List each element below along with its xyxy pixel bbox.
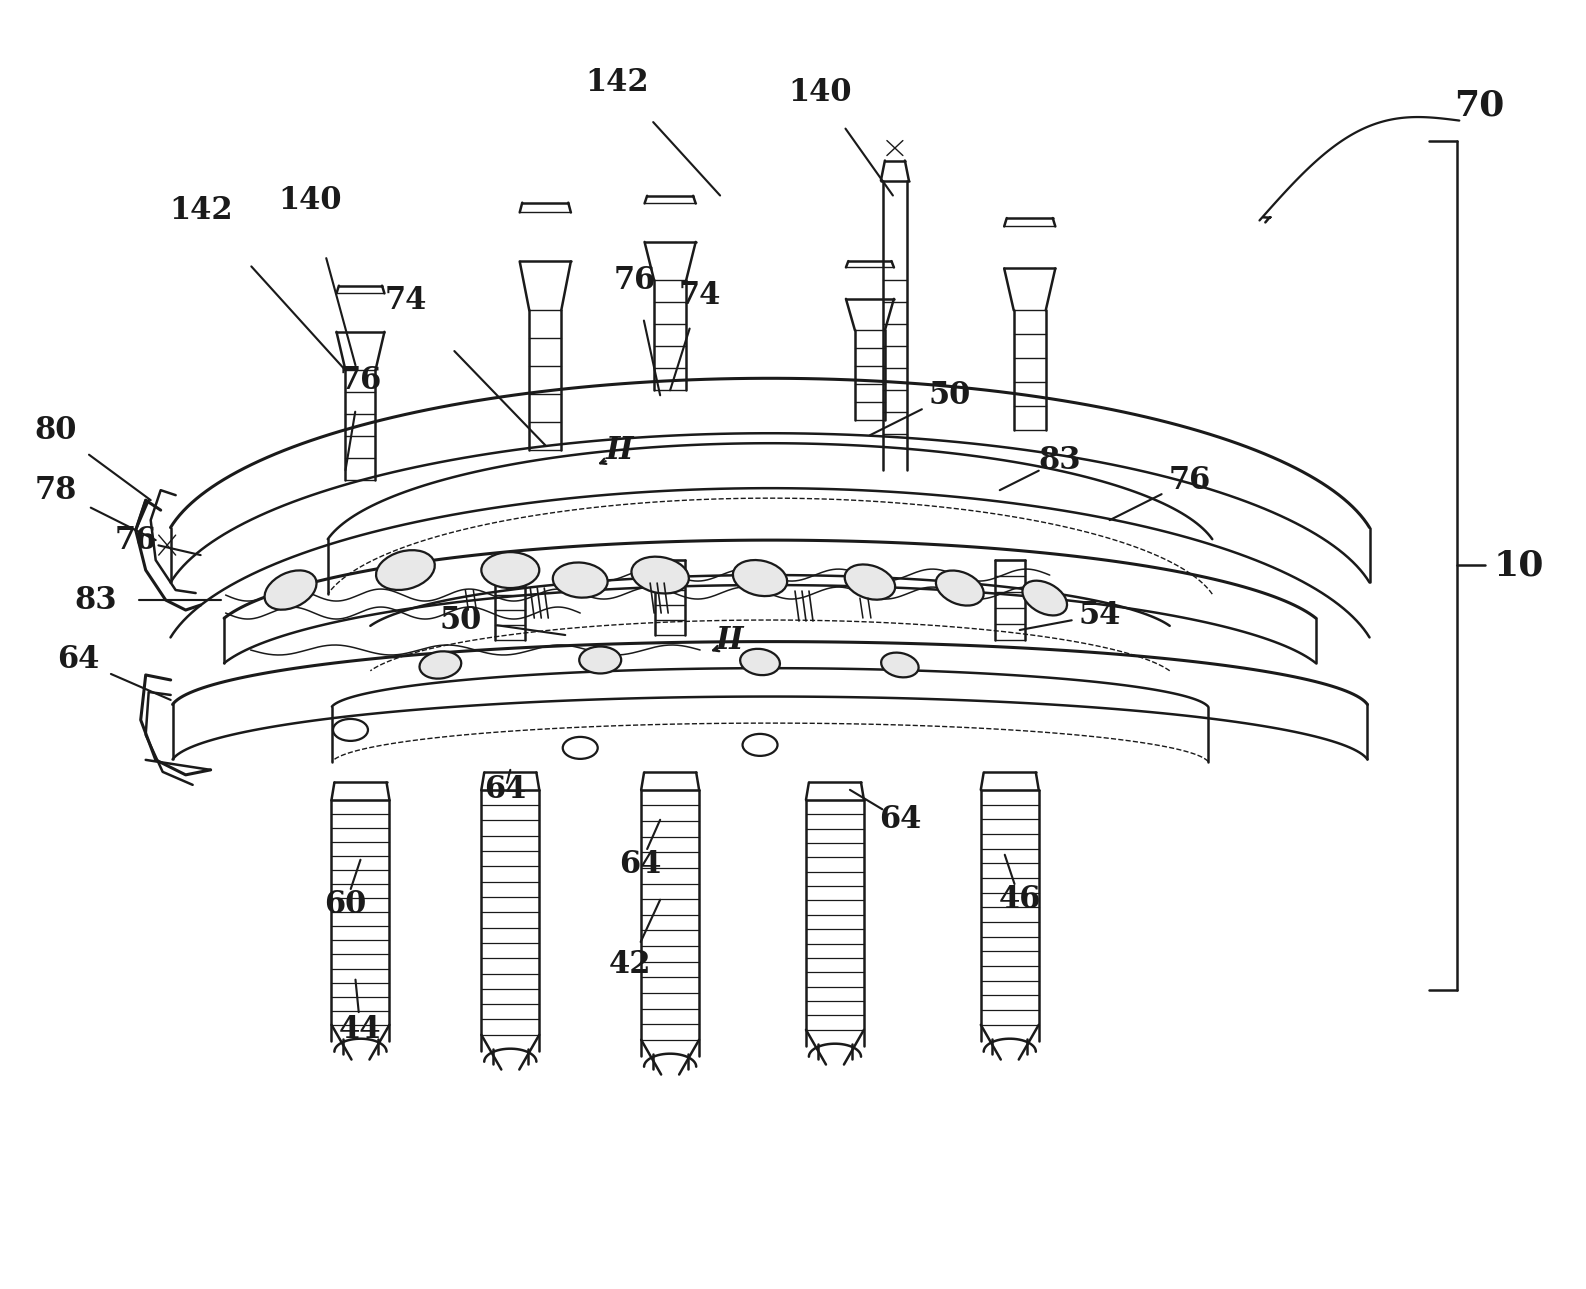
Text: 60: 60 [325, 889, 366, 920]
Text: 64: 64 [57, 644, 100, 675]
Text: 70: 70 [1454, 89, 1505, 122]
Ellipse shape [420, 651, 462, 678]
Ellipse shape [579, 647, 622, 673]
Text: 64: 64 [619, 849, 661, 880]
Ellipse shape [742, 733, 777, 755]
Text: 74: 74 [384, 285, 427, 316]
Text: 76: 76 [1169, 464, 1210, 496]
Ellipse shape [936, 571, 983, 606]
Ellipse shape [1023, 580, 1067, 615]
Text: 64: 64 [484, 775, 527, 806]
Text: 76: 76 [614, 266, 657, 296]
Text: 42: 42 [609, 949, 652, 980]
Text: 50: 50 [439, 605, 482, 635]
Text: 74: 74 [679, 280, 722, 311]
Text: 10: 10 [1494, 548, 1543, 583]
Text: II: II [715, 624, 744, 656]
Text: II: II [606, 434, 634, 465]
Text: 44: 44 [339, 1014, 382, 1045]
Text: 140: 140 [279, 186, 343, 217]
Text: 80: 80 [35, 415, 78, 446]
Text: 78: 78 [35, 474, 78, 505]
Text: 76: 76 [114, 525, 157, 556]
Ellipse shape [741, 648, 780, 675]
Text: 50: 50 [929, 380, 971, 411]
Ellipse shape [265, 571, 317, 610]
Text: 76: 76 [339, 365, 382, 396]
Ellipse shape [882, 652, 918, 677]
Text: 54: 54 [1078, 599, 1121, 630]
Ellipse shape [563, 737, 598, 759]
Ellipse shape [733, 559, 787, 596]
Text: 83: 83 [75, 584, 117, 616]
Text: 46: 46 [999, 884, 1040, 915]
Text: 142: 142 [585, 67, 649, 98]
Text: 83: 83 [1039, 445, 1082, 476]
Ellipse shape [554, 562, 607, 598]
Ellipse shape [481, 552, 539, 588]
Text: 64: 64 [879, 804, 921, 835]
Ellipse shape [333, 719, 368, 741]
Ellipse shape [845, 565, 895, 599]
Ellipse shape [376, 550, 435, 590]
Ellipse shape [631, 557, 688, 593]
Text: 142: 142 [168, 195, 233, 226]
Text: 140: 140 [788, 77, 852, 108]
